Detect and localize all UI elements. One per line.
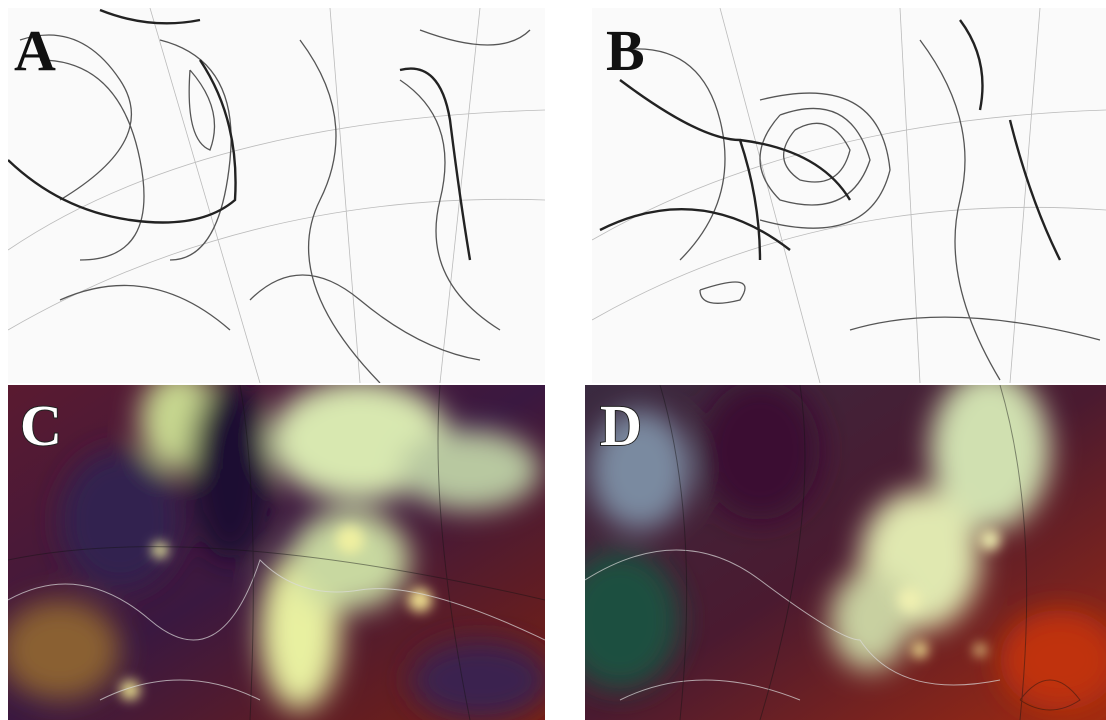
panel-c: C (8, 385, 545, 720)
cloud-field (585, 385, 1106, 710)
fronts (8, 8, 472, 261)
map-background (8, 8, 545, 383)
bright-cells (898, 530, 1000, 658)
panel-label: C (20, 393, 62, 458)
contours (8, 385, 545, 720)
panel-label: A (14, 18, 56, 83)
coastlines (585, 549, 1001, 701)
panel-a: A (8, 8, 545, 383)
isobars (19, 29, 531, 383)
contours (659, 385, 1081, 720)
panel-b: B (592, 8, 1106, 383)
bright-cells (120, 526, 432, 700)
graticule (592, 8, 1106, 383)
graticule (8, 8, 545, 383)
panel-d: D (585, 385, 1106, 720)
coastlines (8, 559, 545, 701)
cloud-field (8, 385, 545, 720)
fronts (599, 19, 1062, 261)
map-background (592, 8, 1106, 383)
panel-label: B (606, 18, 645, 83)
panel-label: D (600, 393, 642, 458)
